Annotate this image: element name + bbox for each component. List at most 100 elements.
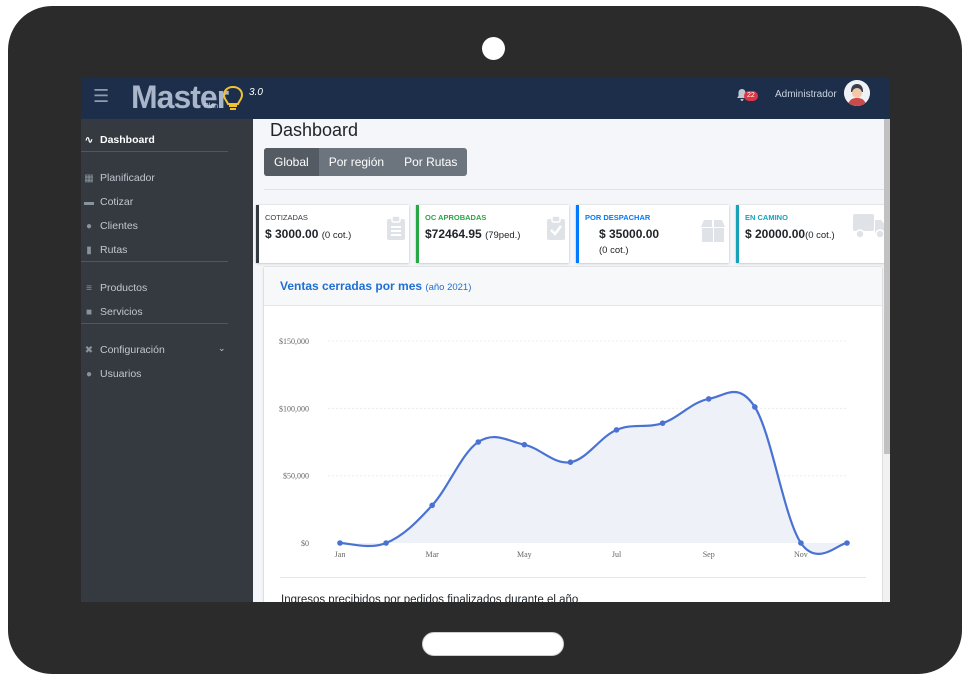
- file-icon: ■: [85, 306, 93, 318]
- truck-loading-icon: ▦: [84, 172, 94, 184]
- user-name[interactable]: Administrador: [775, 89, 837, 100]
- tab-global[interactable]: Global: [264, 148, 319, 176]
- sidebar-item-productos[interactable]: ≡ Productos: [81, 279, 147, 297]
- page-scrollbar[interactable]: [884, 119, 890, 602]
- stat-value: $ 20000.00(0 cot.): [745, 227, 835, 241]
- data-point: [613, 427, 620, 433]
- x-tick-label: May: [517, 550, 532, 559]
- stat-value: $ 3000.00 (0 cot.): [265, 227, 352, 241]
- card-header: Ventas cerradas por mes (año 2021): [264, 267, 882, 306]
- x-tick-label: Jul: [612, 550, 622, 559]
- divider: [280, 577, 866, 578]
- sidebar-item-usuarios[interactable]: ● Usuarios: [81, 365, 141, 383]
- sidebar-item-label: Configuración: [100, 344, 165, 356]
- sidebar-item-label: Rutas: [100, 244, 128, 256]
- avatar[interactable]: [844, 80, 870, 106]
- data-point: [567, 459, 574, 465]
- credit-card-icon: ▬: [84, 196, 94, 208]
- tools-icon: ✖: [84, 344, 94, 356]
- scrollbar-thumb[interactable]: [884, 119, 890, 454]
- sidebar-item-rutas[interactable]: ▮ Rutas: [81, 241, 127, 259]
- clipboard-list-icon: [387, 215, 405, 240]
- page-title: Dashboard: [270, 120, 359, 140]
- data-point: [659, 420, 666, 426]
- data-point: [521, 441, 528, 448]
- sales-line-chart: $0 $50,000 $100,000 $150,000 Jan Mar May Jul Sep…: [279, 337, 850, 559]
- list-icon: ≡: [86, 282, 92, 294]
- stat-oc-aprobadas[interactable]: OC APROBADAS $72464.95 (79ped.): [416, 205, 569, 263]
- tab-por-region[interactable]: Por región: [328, 155, 385, 169]
- x-tick-label: Jan: [335, 550, 346, 559]
- y-tick-label: $50,000: [283, 472, 309, 481]
- users-icon: ●: [85, 220, 93, 232]
- clipboard-check-icon: [547, 215, 565, 240]
- sidebar-item-cotizar[interactable]: ▬ Cotizar: [81, 193, 133, 211]
- logo-subtext: Plan: [204, 103, 219, 110]
- main-content: Dashboard Global Por región Por Rutas CO…: [253, 119, 890, 602]
- card-title: Ventas cerradas por mes (año 2021): [280, 279, 472, 293]
- data-point: [475, 439, 482, 445]
- x-tick-label: Nov: [794, 550, 808, 559]
- sales-chart-card: Ventas cerradas por mes (año 2021) $0 $50…: [264, 267, 882, 602]
- data-point: [752, 404, 758, 410]
- sidebar-item-label: Servicios: [100, 306, 143, 318]
- app-screen: ☰ Master Plan 3.0 22 Administrador: [81, 78, 890, 602]
- sidebar-item-label: Clientes: [100, 220, 138, 232]
- stat-label: POR DESPACHAR: [585, 213, 651, 222]
- stat-label: EN CAMINO: [745, 213, 788, 222]
- sidebar-item-label: Usuarios: [100, 368, 142, 380]
- top-navbar: ☰ Master Plan 3.0 22 Administrador: [81, 78, 890, 119]
- stat-value: $72464.95 (79ped.): [425, 227, 521, 241]
- box-icon: [701, 220, 725, 242]
- stat-por-despachar[interactable]: POR DESPACHAR $ 35000.00 (0 cot.): [576, 205, 729, 263]
- sidebar-item-planificador[interactable]: ▦ Planificador: [81, 169, 155, 187]
- notifications-button[interactable]: 22: [737, 88, 761, 106]
- data-point: [383, 540, 389, 546]
- data-point: [798, 540, 804, 546]
- truck-icon: ▮: [86, 244, 92, 256]
- stat-en-camino[interactable]: EN CAMINO $ 20000.00(0 cot.): [736, 205, 890, 263]
- data-point: [337, 540, 343, 546]
- stat-value: $ 35000.00: [599, 227, 660, 241]
- sidebar-item-label: Productos: [100, 282, 148, 294]
- sidebar-item-servicios[interactable]: ■ Servicios: [81, 303, 143, 321]
- chart-line-icon: ∿: [84, 134, 94, 146]
- sidebar-item-label: Cotizar: [100, 196, 134, 208]
- data-point: [429, 502, 435, 509]
- sidebar-divider: [81, 151, 228, 152]
- x-tick-label: Mar: [426, 550, 440, 559]
- data-point: [705, 396, 712, 402]
- data-point: [844, 540, 850, 546]
- user-cog-icon: ●: [85, 368, 93, 380]
- divider: [264, 189, 884, 190]
- notification-count-badge: 22: [744, 91, 758, 101]
- tablet-camera: [482, 37, 505, 60]
- lightbulb-icon: [222, 85, 244, 110]
- stat-cotizadas[interactable]: COTIZADAS $ 3000.00 (0 cot.): [256, 205, 409, 263]
- sidebar-divider: [81, 323, 228, 324]
- menu-toggle-icon[interactable]: ☰: [93, 86, 110, 107]
- sidebar-divider: [81, 261, 228, 262]
- chevron-down-icon[interactable]: ⌄: [218, 343, 226, 353]
- sidebar-item-configuracion[interactable]: ✖ Configuración ⌄: [81, 341, 231, 359]
- y-tick-label: $150,000: [279, 337, 309, 346]
- stat-detail: (0 cot.): [599, 245, 629, 256]
- sidebar-item-dashboard[interactable]: ∿ Dashboard: [81, 131, 155, 149]
- logo-text: Master: [131, 79, 229, 115]
- tablet-home-button[interactable]: [422, 632, 564, 656]
- stat-label: COTIZADAS: [265, 213, 308, 222]
- sidebar-item-clientes[interactable]: ● Clientes: [81, 217, 138, 235]
- logo-version: 3.0: [249, 87, 263, 98]
- user-avatar-icon: [844, 80, 870, 106]
- card-footer-text: Ingresos precibidos por pedidos finaliza…: [281, 594, 579, 602]
- sidebar-item-label: Dashboard: [100, 134, 155, 146]
- stat-label: OC APROBADAS: [425, 213, 487, 222]
- view-tabs: Global Por región Por Rutas: [264, 148, 468, 176]
- truck-icon: [853, 214, 886, 239]
- series-area: [340, 391, 847, 554]
- y-tick-label: $100,000: [279, 404, 309, 413]
- x-tick-label: Sep: [703, 550, 715, 559]
- tab-por-rutas[interactable]: Por Rutas: [404, 155, 458, 169]
- sidebar-item-label: Planificador: [100, 172, 155, 184]
- y-tick-label: $0: [301, 539, 309, 548]
